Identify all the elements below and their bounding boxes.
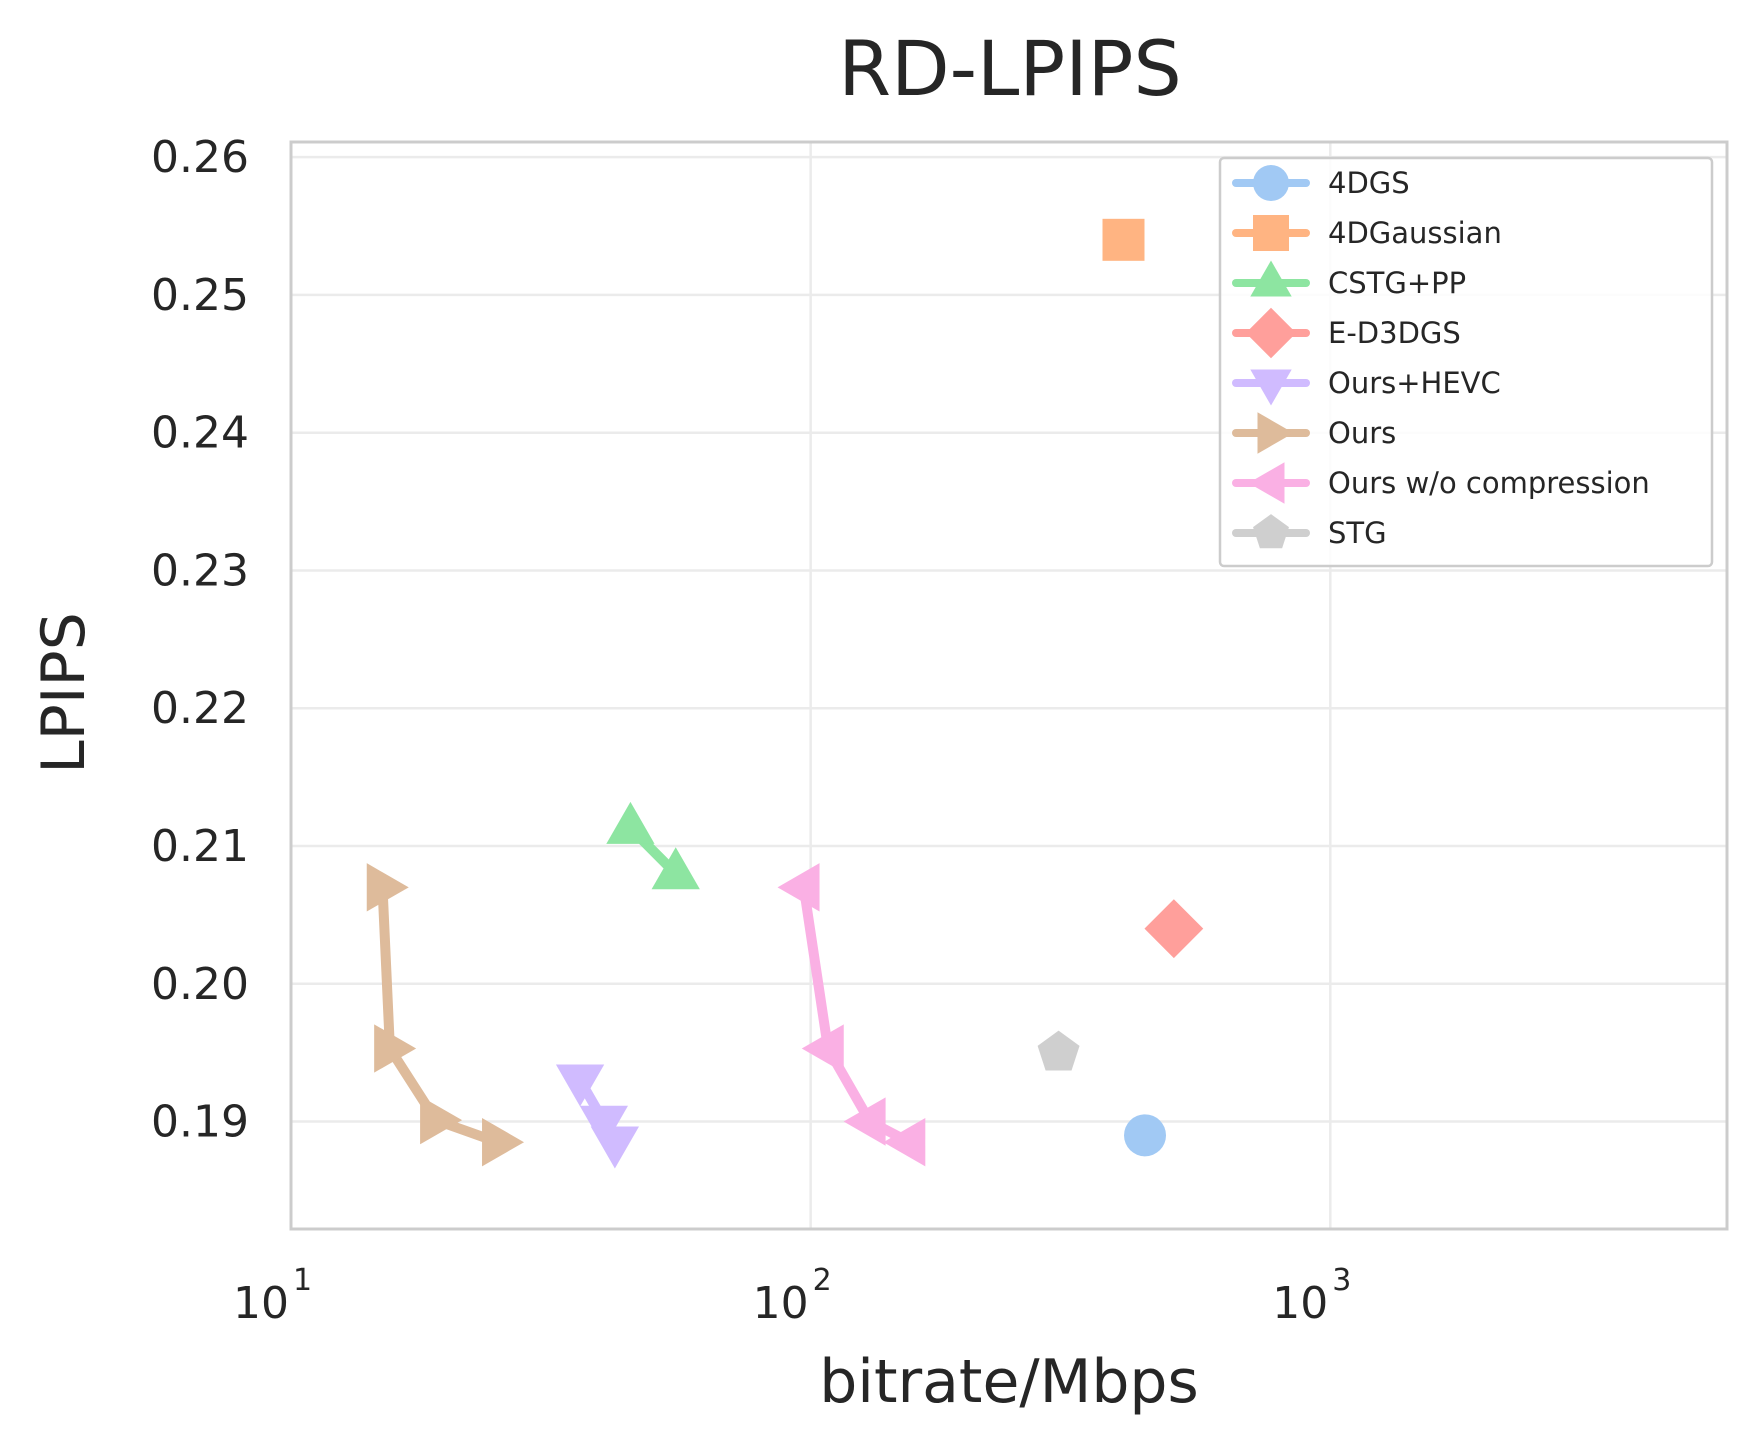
legend-box — [1218, 156, 1714, 568]
legend-entry: 4DGaussian — [1232, 215, 1502, 251]
series-ours-hevc — [555, 1064, 640, 1169]
data-point — [777, 863, 820, 912]
data-point — [606, 801, 655, 844]
legend-marker — [1248, 462, 1285, 504]
series-line — [798, 882, 915, 1148]
legend-marker — [1253, 514, 1289, 549]
data-point — [883, 1118, 926, 1167]
x-tick-exponent: 1 — [293, 1263, 312, 1298]
y-tick-label: 0.22 — [151, 683, 249, 734]
x-axis-label: bitrate/Mbps — [819, 1347, 1199, 1417]
x-axis: 10 1 10 2 10 3 — [233, 1263, 1351, 1329]
x-tick-label: 10 2 — [753, 1263, 832, 1329]
x-tick-label: 10 3 — [1272, 1263, 1351, 1329]
legend: 4DGS 4DGaussian CSTG+PP E-D3DGS Ours+HEVC Our… — [1218, 156, 1714, 568]
data-point — [590, 1126, 640, 1169]
series-layer — [366, 218, 1204, 1169]
series-cstg-pp — [606, 801, 700, 890]
legend-label: 4DGS — [1328, 166, 1410, 200]
x-tick-exponent: 3 — [1332, 1263, 1351, 1298]
legend-label: CSTG+PP — [1328, 266, 1466, 300]
legend-entry: Ours+HEVC — [1232, 366, 1501, 406]
series-stg — [1037, 1030, 1080, 1071]
legend-entry: E-D3DGS — [1232, 307, 1461, 359]
legend-label: Ours+HEVC — [1328, 366, 1501, 400]
data-point — [1102, 218, 1145, 261]
data-point — [1124, 1114, 1167, 1157]
y-tick-label: 0.26 — [151, 132, 249, 183]
chart-title: RD-LPIPS — [838, 24, 1181, 113]
x-tick-exponent: 2 — [813, 1263, 832, 1298]
series-ours — [366, 863, 525, 1167]
legend-label: Ours — [1328, 416, 1396, 450]
legend-marker — [1245, 307, 1297, 359]
data-point — [420, 1096, 463, 1145]
plot-frame — [289, 140, 1729, 1231]
data-point — [843, 1097, 886, 1146]
x-tick-base: 10 — [233, 1278, 289, 1329]
legend-label: E-D3DGS — [1328, 316, 1461, 350]
legend-label: 4DGaussian — [1328, 216, 1502, 250]
data-point — [366, 863, 409, 912]
legend-entry: Ours — [1232, 412, 1396, 454]
y-tick-label: 0.23 — [151, 545, 249, 596]
x-tick-base: 10 — [753, 1278, 809, 1329]
data-point — [555, 1064, 605, 1107]
y-tick-label: 0.19 — [151, 1097, 249, 1148]
y-axis: 0.19 0.20 0.21 0.22 0.23 0.24 0.25 0.26 — [151, 132, 249, 1147]
legend-entry: STG — [1232, 514, 1387, 550]
y-tick-label: 0.21 — [151, 821, 249, 872]
legend-marker — [1250, 369, 1292, 406]
data-point — [374, 1024, 417, 1073]
series-e-d3dgs — [1144, 899, 1204, 959]
y-tick-label: 0.20 — [151, 959, 249, 1010]
series-4dgaussian — [1102, 218, 1145, 261]
series-ours-w-o-compression — [777, 863, 926, 1167]
legend-marker — [1257, 412, 1294, 454]
legend-marker — [1253, 215, 1289, 251]
legend-marker — [1253, 165, 1289, 201]
data-point — [482, 1118, 525, 1167]
legend-entry: 4DGS — [1232, 165, 1410, 201]
data-point — [651, 847, 700, 890]
legend-entry: Ours w/o compression — [1232, 462, 1650, 504]
legend-entry: CSTG+PP — [1232, 260, 1466, 300]
legend-marker — [1250, 260, 1292, 297]
legend-label: STG — [1328, 516, 1387, 550]
y-tick-label: 0.24 — [151, 408, 249, 459]
y-axis-label: LPIPS — [29, 612, 99, 774]
x-tick-base: 10 — [1272, 1278, 1328, 1329]
data-point — [1037, 1030, 1080, 1071]
legend-label: Ours w/o compression — [1328, 466, 1650, 500]
data-point — [1144, 899, 1204, 959]
series-line — [377, 882, 503, 1148]
y-tick-label: 0.25 — [151, 270, 249, 321]
data-point — [801, 1024, 844, 1073]
series-4dgs — [1124, 1114, 1167, 1157]
x-tick-label: 10 1 — [233, 1263, 312, 1329]
